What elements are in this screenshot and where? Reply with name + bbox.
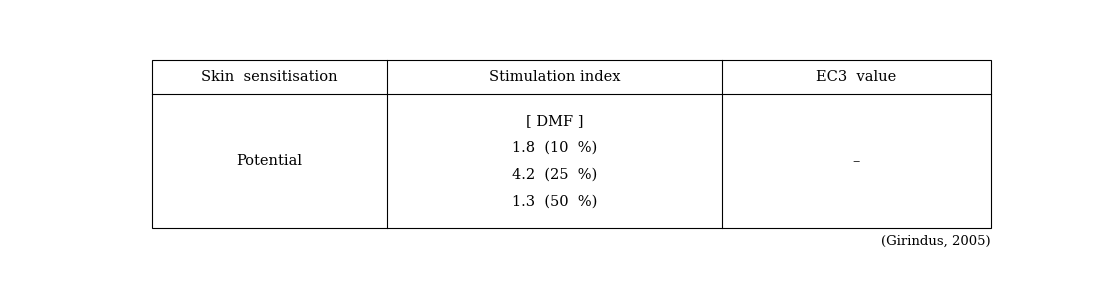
Text: 1.3  (50  %): 1.3 (50 %)	[512, 195, 598, 209]
Text: 1.8  (10  %): 1.8 (10 %)	[512, 141, 598, 155]
Text: Potential: Potential	[236, 154, 302, 168]
Text: [ DMF ]: [ DMF ]	[526, 114, 583, 128]
Text: Stimulation index: Stimulation index	[488, 70, 620, 84]
Text: –: –	[853, 154, 860, 168]
Text: (Girindus, 2005): (Girindus, 2005)	[881, 235, 990, 248]
Text: 4.2  (25  %): 4.2 (25 %)	[512, 168, 598, 182]
Text: Skin  sensitisation: Skin sensitisation	[202, 70, 338, 84]
Text: EC3  value: EC3 value	[816, 70, 896, 84]
